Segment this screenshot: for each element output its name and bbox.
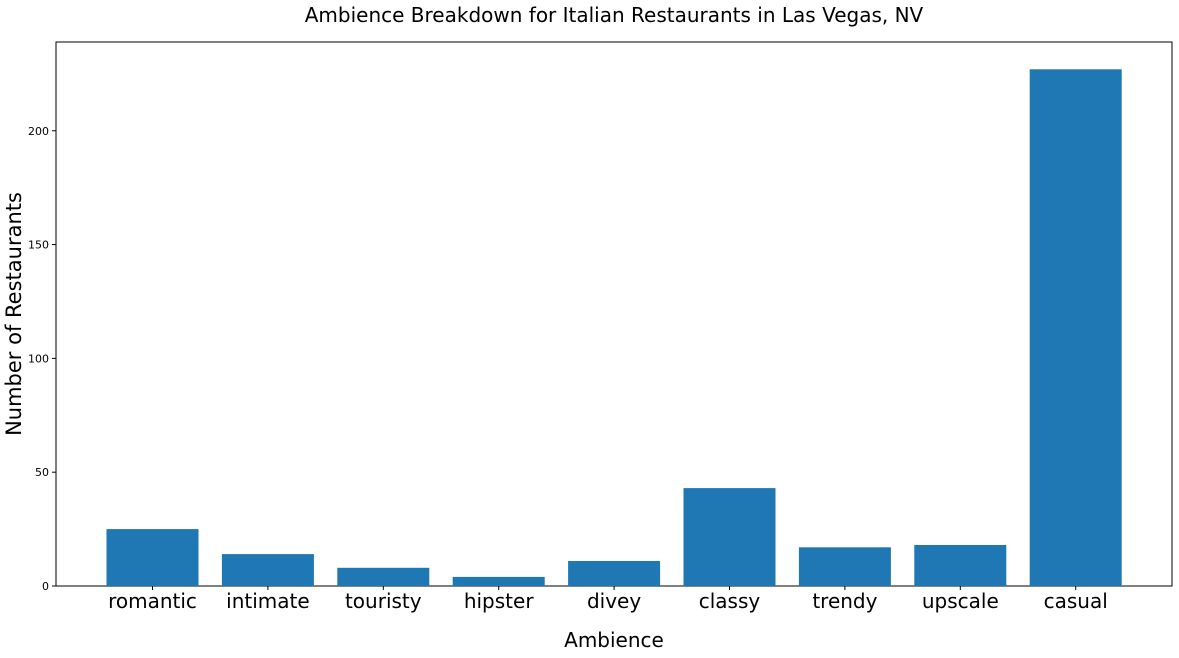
x-axis-ticks: romantic intimate touristy hipster divey clas… <box>108 586 1108 613</box>
bar-casual <box>1029 69 1122 587</box>
x-tick-label-trendy: trendy <box>812 589 877 613</box>
bar-upscale <box>914 545 1007 586</box>
x-tick-label-divey: divey <box>587 589 641 613</box>
y-axis-ticks: 0 50 100 150 200 <box>28 125 56 593</box>
bar-classy <box>683 488 776 586</box>
y-axis-label: Number of Restaurants <box>2 192 26 436</box>
bar-hipster <box>452 576 545 586</box>
bar-romantic <box>106 529 199 586</box>
bar-trendy <box>798 547 891 586</box>
bar-touristy <box>337 567 430 586</box>
x-tick-label-classy: classy <box>699 589 761 613</box>
x-tick-label-casual: casual <box>1044 589 1108 613</box>
bar-divey <box>568 561 661 586</box>
x-tick-label-intimate: intimate <box>226 589 310 613</box>
x-axis-label: Ambience <box>564 628 664 652</box>
x-tick-label-upscale: upscale <box>922 589 999 613</box>
x-tick-label-romantic: romantic <box>108 589 197 613</box>
y-tick-label-50: 50 <box>35 466 49 479</box>
y-tick-label-100: 100 <box>28 352 49 365</box>
x-tick-label-hipster: hipster <box>464 589 534 613</box>
y-tick-label-0: 0 <box>42 580 49 593</box>
y-tick-label-150: 150 <box>28 239 49 252</box>
x-tick-label-touristy: touristy <box>345 589 422 613</box>
chart-title: Ambience Breakdown for Italian Restauran… <box>305 3 924 27</box>
bars <box>106 69 1122 587</box>
plot-area <box>55 41 1173 587</box>
bar-intimate <box>221 554 314 586</box>
y-tick-label-200: 200 <box>28 125 49 138</box>
